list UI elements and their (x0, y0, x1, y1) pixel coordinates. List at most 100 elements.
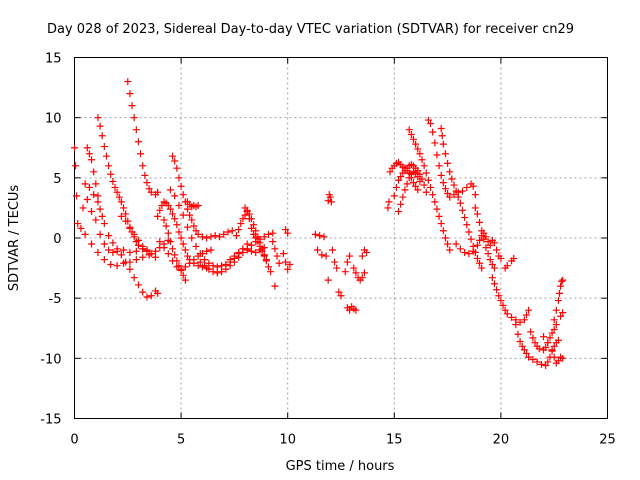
data-point (94, 248, 102, 256)
data-point (544, 358, 552, 366)
data-point (352, 269, 360, 277)
y-axis-label: SDTVAR / TECUs (7, 185, 22, 292)
grid-lines (74, 57, 608, 419)
data-point (143, 179, 151, 187)
series-arc-u (324, 191, 335, 206)
data-point (559, 354, 567, 362)
data-point (164, 202, 172, 210)
data-point (126, 90, 134, 98)
data-point (271, 245, 279, 253)
data-point (192, 242, 200, 250)
x-axis-label: GPS time / hours (286, 459, 395, 474)
data-point (335, 288, 343, 296)
data-point (117, 212, 125, 220)
data-point (282, 258, 290, 266)
data-point (520, 316, 528, 324)
data-point (190, 256, 198, 264)
data-point (554, 297, 562, 305)
data-point (100, 220, 108, 228)
y-tick-label: -15 (40, 413, 61, 428)
data-point (311, 230, 319, 238)
data-point (550, 353, 558, 361)
series-arc-af (471, 204, 499, 272)
data-point (156, 206, 164, 214)
data-point (437, 220, 445, 228)
data-point (529, 334, 537, 342)
x-tick-label: 5 (177, 433, 185, 448)
data-point (194, 202, 202, 210)
data-point (130, 114, 138, 122)
data-point (463, 221, 471, 229)
data-point (243, 246, 251, 254)
data-point (139, 242, 147, 250)
data-point (147, 250, 155, 258)
data-point (343, 258, 351, 266)
data-point (503, 310, 511, 318)
data-point (412, 140, 420, 148)
data-point (279, 250, 287, 258)
data-point (130, 274, 138, 282)
y-tick-label: 0 (53, 232, 61, 247)
data-point (456, 245, 464, 253)
data-point (250, 221, 258, 229)
data-point (141, 171, 149, 179)
data-point (201, 256, 209, 264)
series-arc-r (241, 204, 270, 264)
data-point (252, 248, 260, 256)
data-point (473, 241, 481, 249)
data-point (427, 183, 435, 191)
data-point (260, 233, 268, 241)
data-point (446, 246, 454, 254)
data-point (94, 192, 102, 200)
data-point (320, 233, 328, 241)
data-point (105, 162, 113, 170)
data-point (316, 232, 324, 240)
data-point (363, 248, 371, 256)
data-point (79, 204, 87, 212)
data-point (522, 350, 530, 358)
data-point (459, 187, 467, 195)
data-points (71, 78, 567, 370)
data-point (390, 192, 398, 200)
data-point (518, 342, 526, 350)
data-point (94, 198, 102, 206)
data-point (326, 193, 334, 201)
data-point (550, 342, 558, 350)
series-arc-d (81, 180, 162, 301)
data-point (160, 244, 168, 252)
data-point (152, 247, 160, 255)
data-point (166, 205, 174, 213)
data-point (265, 230, 273, 238)
data-point (491, 239, 499, 247)
data-point (177, 266, 185, 274)
data-point (337, 292, 345, 300)
data-point (173, 164, 181, 172)
data-point (424, 116, 432, 124)
data-point (491, 264, 499, 272)
data-point (247, 224, 255, 232)
data-point (113, 262, 121, 270)
series-arc-m (160, 216, 189, 284)
data-point (147, 292, 155, 300)
data-point (273, 252, 281, 260)
data-point (111, 183, 119, 191)
data-point (96, 205, 104, 213)
data-point (508, 313, 516, 321)
data-point (439, 140, 447, 148)
data-point (222, 265, 230, 273)
data-point (548, 346, 556, 354)
data-point (314, 246, 322, 254)
data-point (267, 268, 275, 276)
data-point (542, 344, 550, 352)
data-point (486, 241, 494, 249)
series-arc-ag (488, 274, 533, 326)
data-point (556, 289, 564, 297)
x-tick-label: 15 (386, 433, 403, 448)
data-point (282, 226, 290, 234)
data-point (346, 306, 354, 314)
data-point (533, 358, 541, 366)
data-point (72, 162, 80, 170)
data-point (422, 188, 430, 196)
data-point (203, 234, 211, 242)
